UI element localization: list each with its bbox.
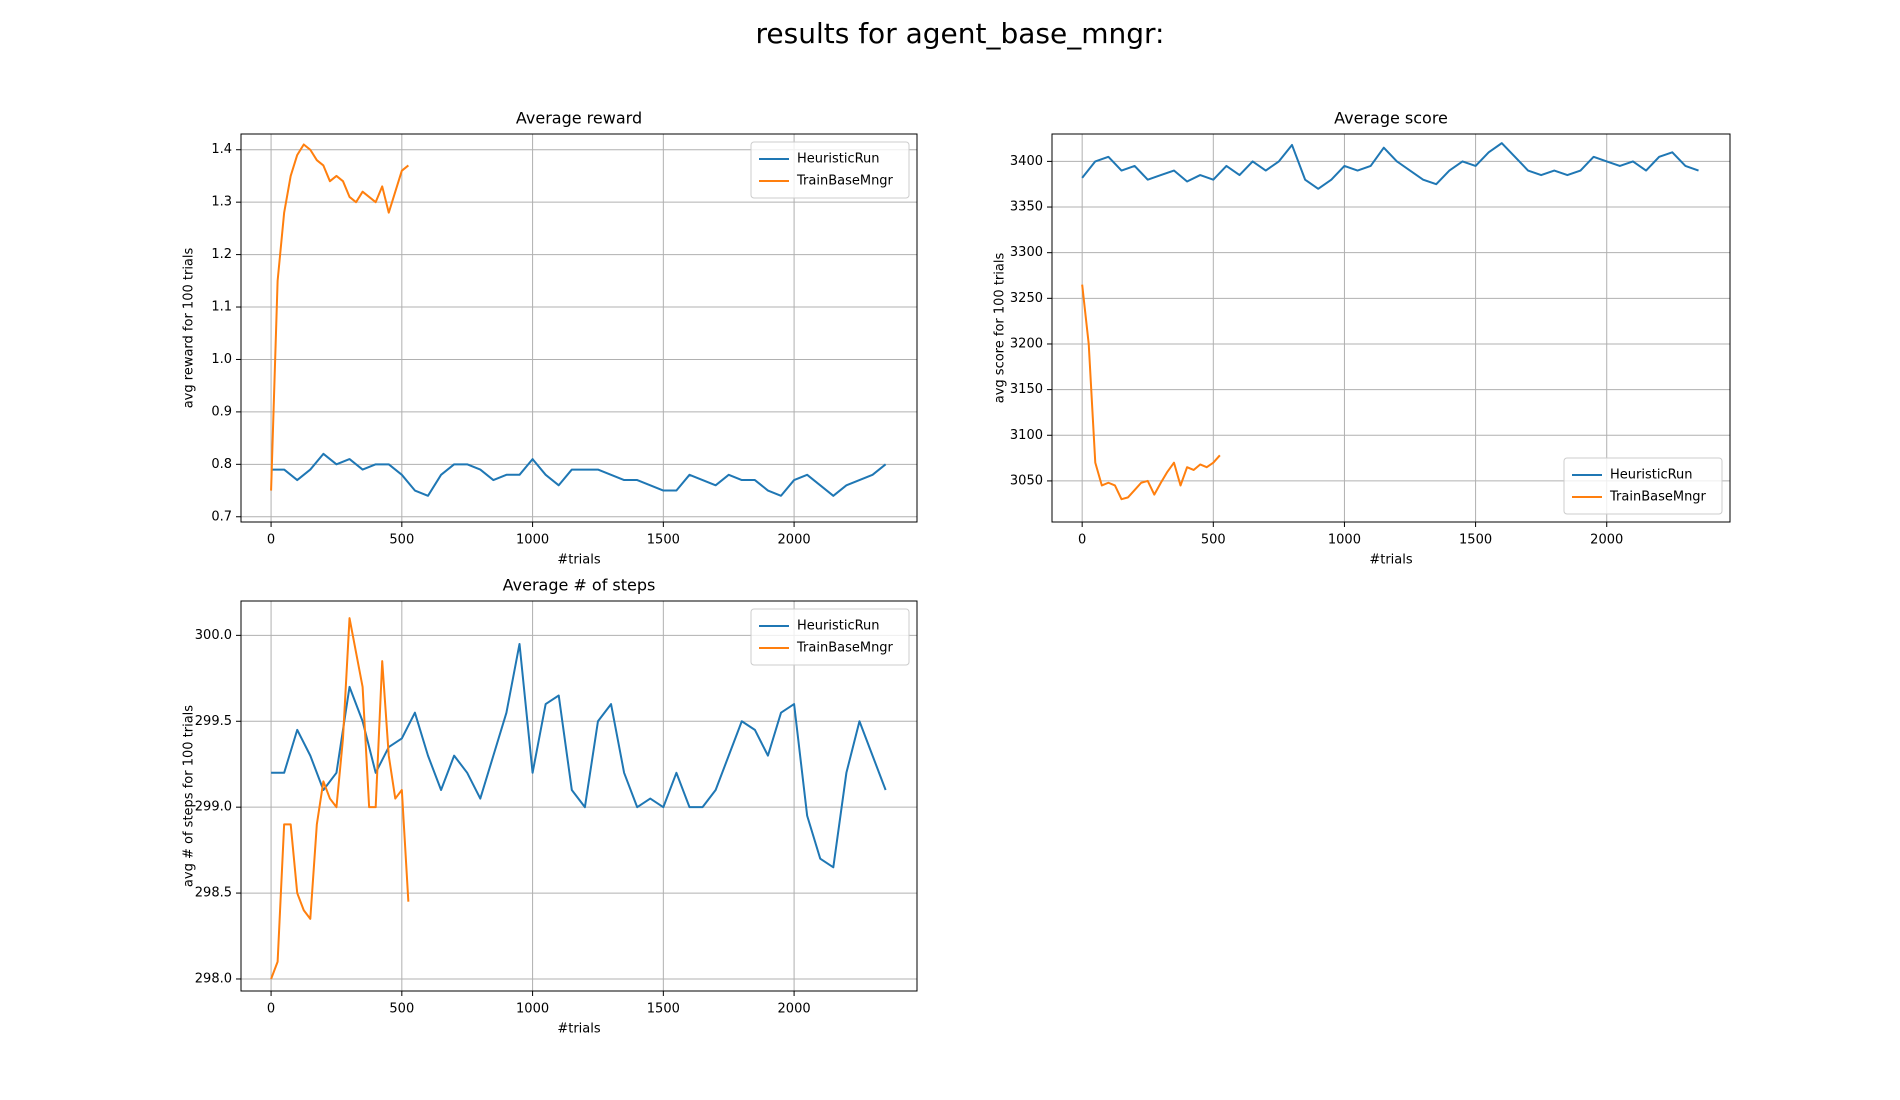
y-tick-label: 0.9 [211, 404, 232, 419]
x-tick-label: 2000 [1590, 533, 1623, 548]
series-line [271, 642, 887, 869]
y-tick-label: 0.7 [211, 509, 232, 524]
y-tick-label: 1.2 [211, 247, 232, 262]
y-tick-label: 299.5 [195, 714, 232, 729]
y-tick-label: 3300 [1010, 245, 1043, 260]
x-tick-label: 1000 [1328, 533, 1361, 548]
subplot: Average reward 0 500 1000 1500 2000 0.7 0.8 0.9 1… [182, 109, 918, 568]
subplot: Average score 0 500 1000 1500 2000 3050 3100 315… [993, 109, 1731, 568]
y-tick-label: 298.0 [195, 971, 232, 986]
x-tick-label: 0 [267, 1002, 275, 1017]
x-tick-label: 0 [267, 533, 275, 548]
x-axis-label: #trials [557, 553, 601, 568]
legend-box [750, 141, 910, 199]
x-axis-label: #trials [557, 1022, 601, 1037]
legend-box [1563, 457, 1723, 515]
subplot-title: Average score [1334, 109, 1448, 128]
y-tick-label: 1.0 [211, 352, 232, 367]
legend-label: HeuristicRun [797, 619, 880, 634]
x-tick-label: 1500 [1459, 533, 1492, 548]
y-tick-label: 3350 [1010, 200, 1043, 215]
x-tick-label: 500 [389, 1002, 414, 1017]
legend: HeuristicRun TrainBaseMngr [750, 141, 910, 199]
legend-label: TrainBaseMngr [1609, 490, 1707, 505]
y-axis-label: avg # of steps for 100 trials [182, 705, 197, 887]
axes-frame [1051, 133, 1731, 523]
y-tick-label: 3050 [1010, 473, 1043, 488]
x-tick-label: 1000 [516, 533, 549, 548]
y-tick-label: 1.3 [211, 195, 232, 210]
y-axis-label: avg score for 100 trials [993, 253, 1008, 404]
legend-box [750, 608, 910, 666]
y-tick-label: 298.5 [195, 886, 232, 901]
legend: HeuristicRun TrainBaseMngr [1563, 457, 1723, 515]
y-tick-label: 3100 [1010, 428, 1043, 443]
subplot: Average # of steps 0 500 1000 1500 2000 298.0 2… [182, 576, 918, 1037]
subplot-title: Average # of steps [503, 576, 656, 595]
x-tick-label: 1500 [647, 1002, 680, 1017]
y-tick-label: 300.0 [195, 628, 232, 643]
x-axis-label: #trials [1369, 553, 1413, 568]
legend-label: TrainBaseMngr [796, 174, 894, 189]
x-tick-label: 500 [1201, 533, 1226, 548]
axes-frame [240, 133, 918, 523]
y-tick-label: 3200 [1010, 336, 1043, 351]
subplot-title: Average reward [516, 109, 642, 128]
legend-label: HeuristicRun [1610, 468, 1693, 483]
y-axis-label: avg reward for 100 trials [182, 247, 197, 408]
axes-frame [240, 600, 918, 992]
x-tick-label: 0 [1078, 533, 1086, 548]
y-tick-label: 299.0 [195, 800, 232, 815]
series-line [270, 617, 410, 980]
y-tick-label: 1.1 [211, 300, 232, 315]
legend-label: TrainBaseMngr [796, 641, 894, 656]
y-tick-label: 3250 [1010, 291, 1043, 306]
y-tick-label: 1.4 [211, 142, 232, 157]
x-tick-label: 500 [389, 533, 414, 548]
x-tick-label: 2000 [778, 1002, 811, 1017]
series-line [1081, 284, 1221, 501]
x-tick-label: 1500 [647, 533, 680, 548]
legend: HeuristicRun TrainBaseMngr [750, 608, 910, 666]
y-tick-label: 3400 [1010, 154, 1043, 169]
series-line [1081, 142, 1699, 190]
x-tick-label: 2000 [778, 533, 811, 548]
y-tick-label: 0.8 [211, 457, 232, 472]
x-tick-label: 1000 [516, 1002, 549, 1017]
series-line [270, 143, 409, 491]
figure-title: results for agent_base_mngr: [756, 17, 1165, 50]
series-line [271, 452, 887, 497]
y-tick-label: 3150 [1010, 382, 1043, 397]
legend-label: HeuristicRun [797, 152, 880, 167]
